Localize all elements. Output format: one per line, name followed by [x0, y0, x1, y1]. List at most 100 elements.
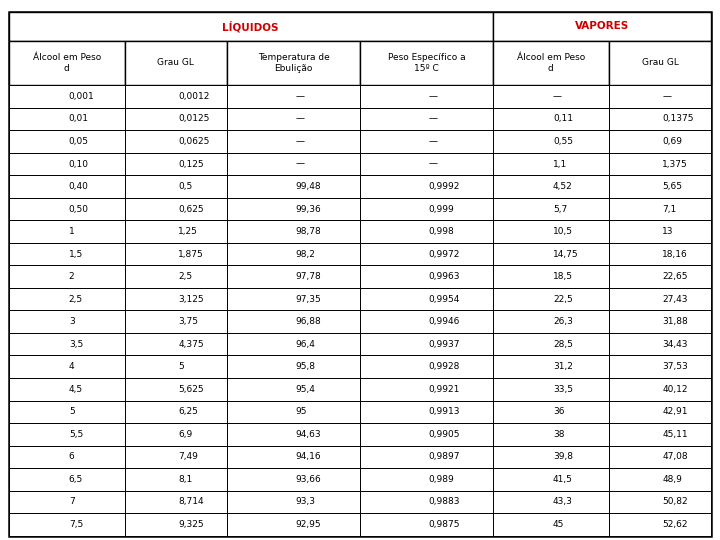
Text: 99,36: 99,36: [296, 205, 322, 214]
Text: 52,62: 52,62: [662, 520, 688, 529]
Polygon shape: [609, 401, 711, 423]
Polygon shape: [609, 333, 711, 355]
Text: 99,48: 99,48: [296, 182, 321, 191]
Text: 0,5: 0,5: [178, 182, 192, 191]
Text: 0,9913: 0,9913: [428, 407, 460, 416]
Text: 0,999: 0,999: [428, 205, 454, 214]
Polygon shape: [609, 446, 711, 468]
Text: 2,5: 2,5: [178, 272, 192, 281]
Text: 7,5: 7,5: [69, 520, 83, 529]
Text: 1,5: 1,5: [69, 249, 83, 259]
Polygon shape: [360, 513, 492, 536]
Text: VAPORES: VAPORES: [575, 21, 629, 31]
Text: Peso Específico a
15º C: Peso Específico a 15º C: [387, 53, 465, 73]
Polygon shape: [492, 243, 609, 265]
Polygon shape: [9, 40, 125, 85]
Polygon shape: [360, 220, 492, 243]
Text: 0,11: 0,11: [553, 114, 573, 124]
Text: 0,9928: 0,9928: [428, 362, 460, 372]
Polygon shape: [609, 176, 711, 198]
Polygon shape: [125, 378, 228, 401]
Polygon shape: [125, 446, 228, 468]
Text: 1,25: 1,25: [178, 227, 198, 236]
Polygon shape: [228, 355, 360, 378]
Text: 92,95: 92,95: [296, 520, 321, 529]
Polygon shape: [492, 491, 609, 513]
Text: 28,5: 28,5: [553, 340, 573, 349]
Text: 0,50: 0,50: [69, 205, 89, 214]
Polygon shape: [360, 153, 492, 176]
Text: 4,5: 4,5: [69, 385, 83, 394]
Text: 4: 4: [69, 362, 74, 372]
Polygon shape: [125, 333, 228, 355]
Polygon shape: [228, 265, 360, 288]
Polygon shape: [125, 513, 228, 536]
Polygon shape: [492, 220, 609, 243]
Text: 0,9992: 0,9992: [428, 182, 460, 191]
Polygon shape: [492, 310, 609, 333]
Polygon shape: [125, 220, 228, 243]
Polygon shape: [9, 85, 125, 108]
Polygon shape: [228, 401, 360, 423]
Text: 4,375: 4,375: [178, 340, 204, 349]
Text: 8,1: 8,1: [178, 475, 192, 484]
Polygon shape: [492, 446, 609, 468]
Text: 3: 3: [69, 317, 75, 326]
Polygon shape: [125, 176, 228, 198]
Polygon shape: [609, 220, 711, 243]
Text: 39,8: 39,8: [553, 453, 573, 461]
Text: 1,375: 1,375: [662, 159, 688, 168]
Polygon shape: [609, 243, 711, 265]
Polygon shape: [492, 85, 609, 108]
Text: Grau GL: Grau GL: [642, 58, 678, 68]
Polygon shape: [492, 468, 609, 491]
Text: 97,35: 97,35: [296, 295, 322, 303]
Text: 0,989: 0,989: [428, 475, 454, 484]
Polygon shape: [360, 108, 492, 130]
Polygon shape: [228, 310, 360, 333]
Text: 95,4: 95,4: [296, 385, 315, 394]
Text: Temperatura de
Ebulição: Temperatura de Ebulição: [258, 53, 330, 73]
Text: 0,10: 0,10: [69, 159, 89, 168]
Polygon shape: [492, 378, 609, 401]
Text: 47,08: 47,08: [662, 453, 688, 461]
Polygon shape: [609, 310, 711, 333]
Text: 41,5: 41,5: [553, 475, 573, 484]
Polygon shape: [360, 446, 492, 468]
Polygon shape: [609, 355, 711, 378]
Text: —: —: [428, 92, 438, 101]
Text: 7: 7: [69, 497, 75, 507]
Polygon shape: [9, 130, 125, 153]
Text: 96,4: 96,4: [296, 340, 315, 349]
Polygon shape: [609, 198, 711, 220]
Text: 5: 5: [69, 407, 75, 416]
Text: 0,9883: 0,9883: [428, 497, 460, 507]
Polygon shape: [9, 491, 125, 513]
Text: 0,9897: 0,9897: [428, 453, 460, 461]
Polygon shape: [125, 265, 228, 288]
Polygon shape: [228, 220, 360, 243]
Polygon shape: [125, 153, 228, 176]
Text: 0,625: 0,625: [178, 205, 204, 214]
Text: 18,5: 18,5: [553, 272, 573, 281]
Polygon shape: [125, 85, 228, 108]
Polygon shape: [492, 176, 609, 198]
Polygon shape: [125, 401, 228, 423]
Polygon shape: [9, 378, 125, 401]
Polygon shape: [9, 446, 125, 468]
Text: —: —: [662, 92, 671, 101]
Text: 7,1: 7,1: [662, 205, 677, 214]
Text: 48,9: 48,9: [662, 475, 682, 484]
Text: Álcool em Peso
d: Álcool em Peso d: [517, 53, 585, 73]
Text: 97,78: 97,78: [296, 272, 322, 281]
Text: 34,43: 34,43: [662, 340, 688, 349]
Text: 10,5: 10,5: [553, 227, 573, 236]
Text: 5,65: 5,65: [662, 182, 683, 191]
Text: 0,001: 0,001: [69, 92, 94, 101]
Polygon shape: [228, 243, 360, 265]
Polygon shape: [228, 468, 360, 491]
Polygon shape: [609, 491, 711, 513]
Text: 0,40: 0,40: [69, 182, 89, 191]
Polygon shape: [9, 108, 125, 130]
Polygon shape: [228, 378, 360, 401]
